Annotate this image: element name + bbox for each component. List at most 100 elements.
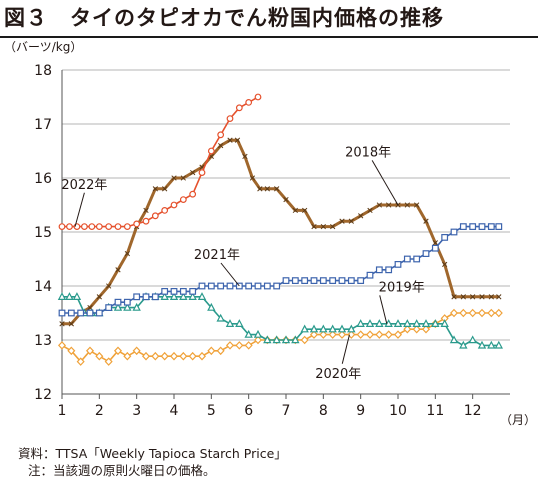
data-point [76,357,85,366]
data-point [309,324,319,333]
data-point [114,223,122,231]
data-point [123,298,131,306]
data-point [244,341,253,350]
data-point [330,223,336,230]
data-point [413,255,421,263]
data-point [73,223,81,231]
data-point [169,351,179,361]
data-point [421,319,431,327]
data-point [478,223,486,231]
x-tick-label: 10 [389,403,407,419]
data-point [358,213,364,219]
data-point [495,223,503,231]
data-point [412,324,421,334]
data-point [113,302,123,311]
data-point [470,294,476,300]
data-point [310,277,318,284]
data-point [65,292,74,300]
data-point [404,202,410,208]
data-point [58,309,66,317]
data-point [105,223,113,231]
data-point [460,294,466,300]
data-point [123,351,132,361]
data-point [254,93,262,101]
data-point [403,255,411,263]
data-point [67,309,75,317]
data-point [375,330,384,339]
data-point [496,294,502,300]
data-point [123,302,132,311]
data-point [217,131,225,139]
data-point [300,324,309,333]
data-point [477,308,487,318]
data-point [301,277,309,284]
grid-lines [61,69,510,399]
data-point [459,308,468,318]
data-point [72,292,82,300]
data-point [151,293,159,301]
data-point [253,329,263,338]
data-point [218,142,224,149]
data-point [320,223,326,230]
series-label: 2018年 [345,145,391,160]
data-point [142,293,150,301]
data-point [59,321,65,327]
series-label: 2019年 [379,280,425,295]
data-point [188,292,197,300]
leader-line [74,192,85,227]
y-tick-label: 18 [34,63,52,79]
annotation-2020年: 2020年 [315,334,361,382]
data-point [245,282,253,290]
data-point [161,288,169,295]
series-label: 2020年 [315,367,361,382]
data-point [96,294,102,300]
y-tick-label: 14 [34,279,52,295]
data-point [283,196,289,203]
y-tick-label: 15 [34,225,52,241]
series-group [57,93,504,366]
annotation-2022年: 2022年 [61,178,107,227]
data-point [142,217,150,225]
data-point [235,104,243,112]
data-point [207,346,216,356]
data-point [421,324,431,334]
leader-line [371,160,399,206]
x-tick-label: 4 [170,403,179,419]
data-point [432,240,438,246]
data-point [162,186,168,192]
data-point [291,335,300,344]
data-point [376,202,382,208]
data-point [319,330,328,339]
data-point [264,186,270,192]
data-point [282,277,290,284]
data-point [365,330,375,339]
x-tick-label: 2 [95,403,104,419]
y-tick-labels: 12 13 14 15 16 17 18 [34,63,52,403]
data-point [468,308,477,318]
data-point [450,228,458,236]
data-point [494,308,503,318]
data-point [85,346,95,356]
data-point [115,267,121,273]
data-point [179,196,187,204]
data-point [198,169,206,177]
data-point [58,223,66,231]
data-point [77,309,85,317]
data-point [302,207,308,214]
data-point [161,206,169,214]
data-point [488,294,494,300]
data-point [393,330,403,339]
data-point [365,319,375,327]
data-point [319,277,327,284]
data-point [225,319,235,327]
data-point [366,271,374,279]
data-point [329,277,337,284]
data-point [274,186,280,192]
data-point [95,309,103,317]
y-tick-label: 13 [34,333,52,349]
data-point [179,351,188,361]
data-point [479,294,485,300]
data-point [291,277,299,284]
data-point [169,292,179,300]
